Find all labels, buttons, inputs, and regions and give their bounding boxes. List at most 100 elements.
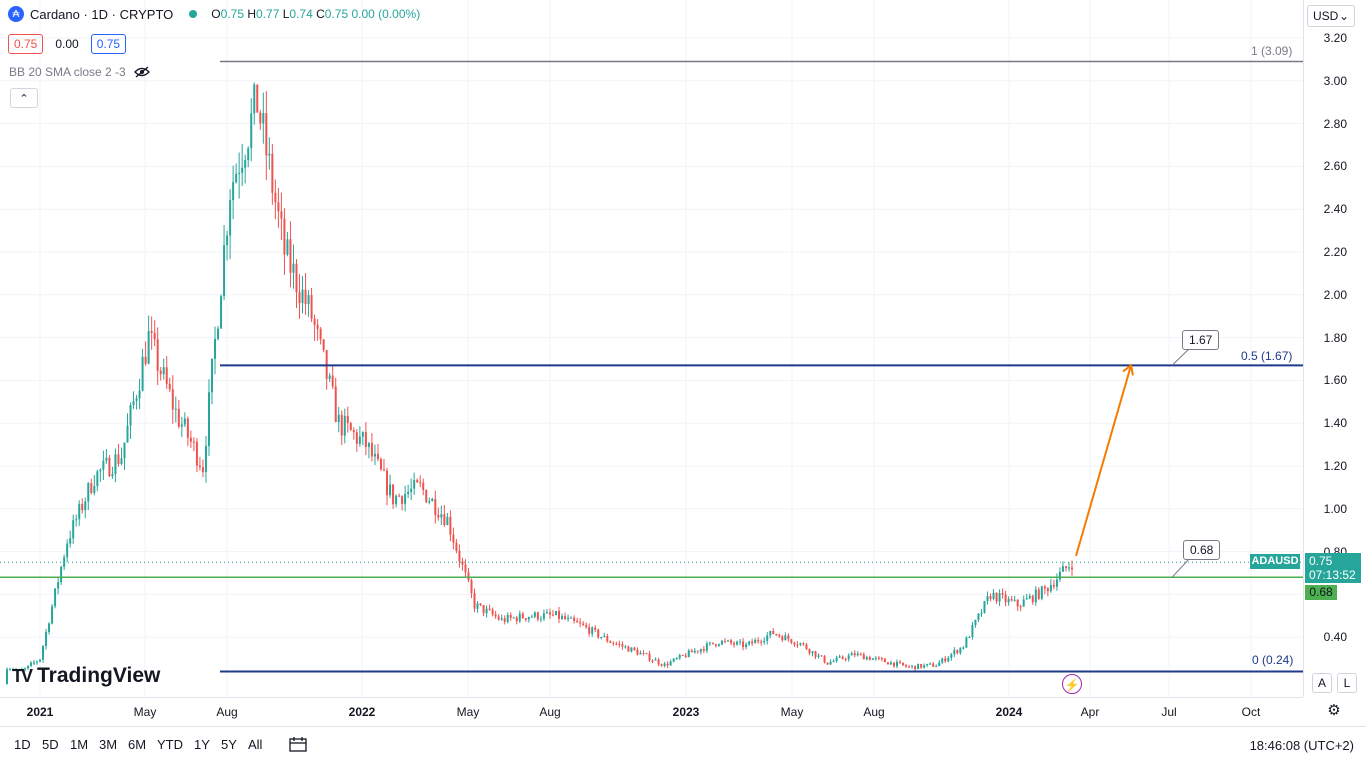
range-button-ytd[interactable]: YTD (157, 737, 183, 752)
candle-body (742, 641, 745, 648)
candle-body (1016, 599, 1019, 607)
candle-body (651, 660, 654, 662)
callout-support[interactable]: 0.68 (1183, 540, 1221, 560)
price-axis-label: 2.40 (1323, 202, 1347, 217)
candle-body (364, 431, 367, 447)
candle-body (283, 218, 286, 255)
candle-body (96, 471, 99, 487)
chart-area[interactable] (0, 0, 1303, 697)
clock-timezone[interactable]: 18:46:08 (UTC+2) (1249, 738, 1354, 753)
candle-body (340, 414, 343, 436)
collapse-legend-button[interactable]: ⌃ (10, 88, 38, 108)
range-button-5y[interactable]: 5Y (221, 737, 237, 752)
eye-hidden-icon[interactable] (133, 66, 150, 78)
chevron-down-icon: ⌄ (1338, 9, 1349, 23)
range-button-5d[interactable]: 5D (42, 737, 59, 752)
candle-body (817, 655, 820, 657)
candle-body (757, 640, 760, 642)
chevron-up-icon: ⌃ (19, 92, 29, 105)
candle-body (301, 289, 304, 304)
candle-body (772, 631, 775, 635)
price-axis-label: 1.20 (1323, 459, 1347, 473)
candle-body (536, 612, 539, 620)
candle-body (1004, 594, 1007, 603)
price-chart[interactable] (0, 0, 1303, 697)
range-button-1d[interactable]: 1D (14, 737, 31, 752)
cardano-icon: ₳ (8, 6, 24, 22)
candle-body (959, 647, 962, 653)
callout-target[interactable]: 1.67 (1182, 330, 1220, 350)
candle-body (739, 641, 742, 643)
candle-body (612, 642, 615, 644)
candle-body (413, 480, 416, 489)
time-axis-label: May (780, 705, 804, 719)
candle-body (841, 656, 844, 659)
candle-body (289, 239, 292, 273)
candle-body (748, 641, 751, 645)
candle-body (600, 637, 603, 639)
candle-body (238, 172, 241, 174)
candle-body (594, 627, 597, 630)
arrow-head (1122, 363, 1134, 376)
callout-pointer (1171, 557, 1191, 578)
calendar-icon[interactable] (289, 736, 307, 752)
indicator-label[interactable]: BB 20 SMA close 2 -3 (9, 65, 126, 79)
auto-scale-button[interactable]: A (1312, 673, 1332, 693)
log-scale-button[interactable]: L (1337, 673, 1357, 693)
candle-body (389, 484, 392, 496)
candle-body (343, 415, 346, 436)
buy-price[interactable]: 0.75 (90, 34, 127, 54)
chart-settings-icon[interactable]: ⚙ (1327, 702, 1341, 719)
candle-body (989, 596, 992, 599)
candle-body (917, 664, 920, 670)
candle-body (962, 647, 965, 649)
candle-body (1067, 567, 1070, 569)
candle-body (449, 516, 452, 535)
candle-body (567, 617, 570, 620)
candle-body (805, 644, 808, 650)
bottom-toolbar: 1D 5D 1M 3M 6M YTD 1Y 5Y All 18:46:08 (UTC+2) (0, 726, 1366, 769)
candle-body (811, 651, 814, 654)
candle-body (717, 644, 720, 646)
range-button-1y[interactable]: 1Y (194, 737, 210, 752)
price-axis-label: 1.00 (1323, 501, 1347, 516)
candle-body (141, 356, 144, 391)
candle-body (708, 642, 711, 644)
candle-body (545, 612, 548, 614)
range-button-3m[interactable]: 3M (99, 737, 118, 752)
candle-body (21, 669, 23, 671)
candle-body (1055, 579, 1058, 587)
candle-body (171, 389, 174, 410)
candle-body (1046, 588, 1049, 592)
candle-body (355, 432, 358, 444)
range-button-all[interactable]: All (248, 737, 263, 752)
candle-body (642, 652, 645, 654)
time-axis-label: Aug (863, 705, 885, 719)
currency-select[interactable]: USD ⌄ (1307, 5, 1355, 27)
candle-body (15, 669, 17, 671)
lightning-icon[interactable]: ⚡ (1062, 674, 1082, 694)
candle-body (512, 617, 515, 619)
candle-body (965, 637, 968, 648)
candle-body (138, 390, 141, 399)
sell-price[interactable]: 0.75 (8, 34, 44, 54)
candle-body (214, 338, 217, 359)
candle-body (1071, 567, 1073, 570)
tradingview-wordmark: TradingView (37, 664, 161, 687)
candle-body (407, 491, 410, 495)
time-axis[interactable]: 2021 May Aug 2022 May Aug 2023 May Aug 2024 Apr Jul… (0, 697, 1303, 726)
candle-body (926, 663, 929, 666)
candle-body (844, 658, 847, 660)
symbol-title[interactable]: Cardano · 1D · CRYPTO (30, 6, 174, 22)
candle-body (156, 339, 159, 371)
candle-body (754, 640, 757, 644)
indicator-legend[interactable]: BB 20 SMA close 2 -3 (9, 65, 150, 79)
candle-body (316, 324, 319, 329)
candle-body (1040, 586, 1043, 599)
range-button-1m[interactable]: 1M (70, 737, 89, 752)
candle-body (108, 457, 111, 477)
range-button-6m[interactable]: 6M (128, 737, 147, 752)
candle-body (1043, 586, 1046, 589)
candle-body (500, 618, 503, 620)
candle-body (398, 495, 401, 497)
